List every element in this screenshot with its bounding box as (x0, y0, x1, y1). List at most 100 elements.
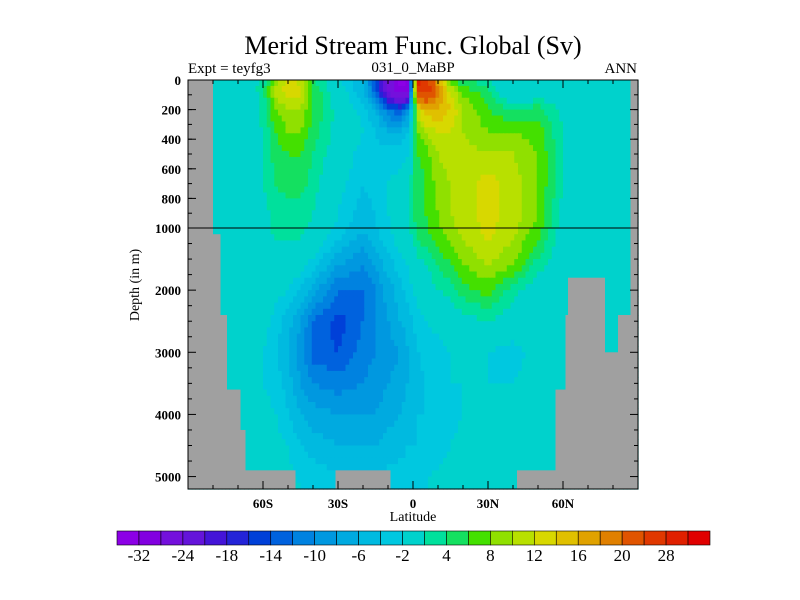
heatmap-cell (413, 204, 418, 211)
heatmap-cell (420, 97, 425, 105)
heatmap-cell (375, 174, 380, 182)
heatmap-cell (364, 308, 369, 316)
heatmap-cell (364, 204, 369, 211)
heatmap-cell (394, 240, 399, 248)
heatmap-cell (274, 121, 279, 128)
heatmap-cell (608, 174, 613, 182)
heatmap-cell (274, 133, 279, 140)
heatmap-cell (555, 252, 560, 260)
heatmap-cell (488, 139, 493, 146)
heatmap-cell (353, 109, 358, 117)
heatmap-cell (383, 151, 388, 158)
heatmap-cell (315, 327, 320, 335)
heatmap-cell (416, 246, 422, 254)
heatmap-cell (555, 85, 560, 93)
heatmap-cell (383, 228, 388, 235)
heatmap-cell (608, 283, 613, 291)
heatmap-cell (368, 327, 373, 335)
heatmap-cell (619, 180, 624, 188)
heatmap-cell (341, 85, 347, 93)
heatmap-cell (615, 222, 620, 229)
heatmap-cell (281, 252, 287, 260)
heatmap-cell (315, 168, 320, 176)
heatmap-cell (428, 271, 433, 279)
heatmap-cell (518, 210, 523, 217)
heatmap-cell (356, 296, 362, 304)
heatmap-cell (465, 283, 470, 291)
heatmap-cell (439, 186, 444, 194)
heatmap-cell (323, 234, 328, 242)
heatmap-cell (465, 91, 470, 99)
heatmap-cell (559, 290, 564, 297)
heatmap-cell (394, 91, 399, 99)
heatmap-cell (619, 151, 624, 158)
heatmap-cell (585, 198, 590, 205)
heatmap-cell (236, 259, 242, 266)
heatmap-cell (544, 204, 549, 211)
heatmap-cell (585, 234, 590, 242)
heatmap-cell (263, 234, 268, 242)
heatmap-cell (465, 85, 470, 93)
heatmap-cell (420, 234, 425, 242)
heatmap-cell (566, 246, 572, 254)
heatmap-cell (600, 127, 605, 134)
heatmap-cell (345, 80, 350, 87)
heatmap-cell (304, 97, 309, 105)
heatmap-cell (368, 115, 373, 123)
heatmap-cell (604, 277, 609, 285)
heatmap-cell (319, 277, 324, 285)
heatmap-cell (300, 103, 305, 111)
heatmap-cell (495, 180, 500, 188)
heatmap-cell (353, 103, 358, 111)
heatmap-cell (570, 259, 575, 266)
heatmap-cell (529, 168, 534, 176)
heatmap-cell (529, 259, 534, 266)
heatmap-cell (506, 246, 512, 254)
heatmap-cell (566, 145, 572, 152)
heatmap-cell (304, 252, 309, 260)
heatmap-cell (469, 296, 474, 304)
heatmap-cell (229, 222, 234, 229)
heatmap-cell (308, 252, 313, 260)
heatmap-cell (401, 85, 407, 93)
heatmap-cell (600, 228, 605, 235)
heatmap-cell (480, 302, 485, 310)
heatmap-cell (315, 283, 320, 291)
heatmap-cell (510, 265, 515, 273)
heatmap-cell (473, 162, 478, 170)
heatmap-cell (416, 259, 422, 266)
heatmap-cell (540, 240, 545, 248)
heatmap-cell (353, 296, 358, 304)
heatmap-cell (221, 222, 227, 229)
heatmap-cell (255, 103, 260, 111)
heatmap-cell (623, 271, 628, 279)
heatmap-cell (600, 133, 605, 140)
heatmap-cell (476, 252, 482, 260)
heatmap-cell (428, 162, 433, 170)
heatmap-cell (386, 180, 392, 188)
heatmap-cell (413, 115, 418, 123)
heatmap-cell (266, 234, 272, 242)
heatmap-cell (619, 145, 624, 152)
heatmap-cell (514, 168, 519, 176)
heatmap-cell (476, 145, 482, 152)
heatmap-cell (510, 198, 515, 205)
heatmap-cell (304, 277, 309, 285)
heatmap-cell (263, 162, 268, 170)
heatmap-cell (270, 228, 275, 235)
heatmap-cell (525, 222, 530, 229)
heatmap-cell (480, 109, 485, 117)
heatmap-cell (555, 210, 560, 217)
heatmap-cell (270, 127, 275, 134)
heatmap-cell (604, 115, 609, 123)
heatmap-cell (518, 216, 523, 223)
heatmap-cell (446, 315, 452, 322)
heatmap-cell (266, 246, 272, 254)
heatmap-cell (428, 156, 433, 164)
heatmap-cell (229, 115, 234, 123)
heatmap-cell (424, 139, 429, 146)
heatmap-cell (255, 240, 260, 248)
heatmap-cell (488, 265, 493, 273)
heatmap-cell (274, 315, 279, 322)
heatmap-cell (439, 210, 444, 217)
